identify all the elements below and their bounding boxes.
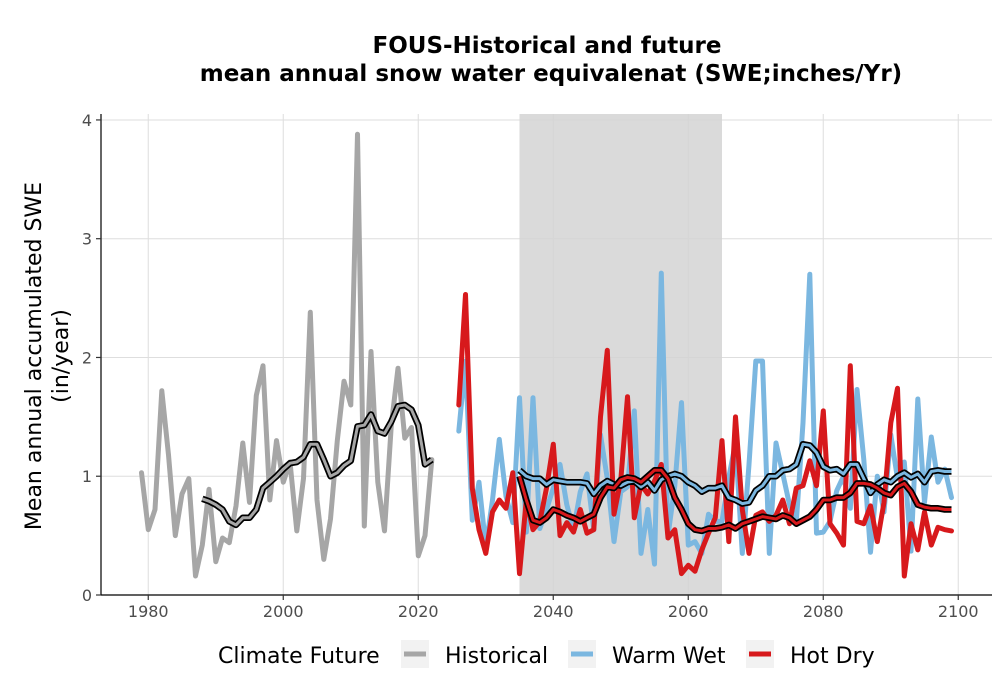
y-tick-label: 4 — [82, 111, 92, 130]
y-tick-label: 2 — [82, 348, 92, 367]
smooth-line-historical — [201, 403, 433, 527]
legend-label-hot-dry: Hot Dry — [790, 644, 875, 669]
smooth-line-warm-wet — [518, 442, 952, 506]
series-line-hot-dry — [456, 292, 954, 579]
series-line-historical — [139, 131, 435, 579]
y-tick-label: 0 — [82, 586, 92, 605]
smooth-layer — [201, 401, 952, 535]
x-tick-label: 2080 — [803, 602, 844, 621]
axes — [96, 114, 992, 600]
x-tick-label: 2040 — [533, 602, 574, 621]
legend-label-warm-wet: Warm Wet — [612, 644, 726, 669]
x-tick-label: 1980 — [128, 602, 169, 621]
x-tick-label: 2100 — [938, 602, 979, 621]
y-axis-title-line2: (in/year) — [49, 309, 74, 403]
tick-labels: 1980 2000 2020 2040 2060 2080 2100 0 1 2 3 4 — [82, 111, 979, 621]
x-tick-label: 2060 — [668, 602, 709, 621]
smooth-line-hot-dry — [518, 468, 952, 533]
legend-label-historical: Historical — [445, 644, 548, 669]
x-tick-label: 2020 — [398, 602, 439, 621]
chart-title-line2: mean annual snow water equivalenat (SWE;… — [200, 61, 902, 87]
y-tick-label: 1 — [82, 467, 92, 486]
x-tick-label: 2000 — [263, 602, 304, 621]
legend: Climate Future Historical Warm Wet Hot Dry — [218, 640, 875, 669]
legend-title: Climate Future — [218, 644, 380, 669]
y-axis-title-line1: Mean annual accumulated SWE — [22, 182, 47, 530]
chart-title-line1: FOUS-Historical and future — [373, 33, 722, 59]
y-tick-label: 3 — [82, 230, 92, 249]
